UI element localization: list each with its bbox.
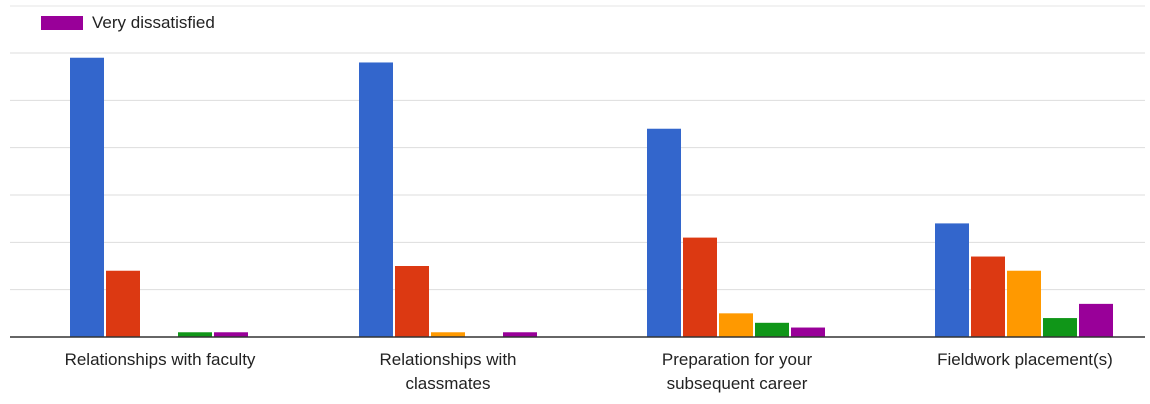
bar-series-3-category-2 <box>431 332 465 337</box>
bar-series-5-category-4 <box>1079 303 1113 337</box>
bar-series-4-category-3 <box>755 322 789 337</box>
gridlines <box>10 5 1145 291</box>
bar-series-1-category-2 <box>359 62 393 337</box>
category-label-line: Fieldwork placement(s) <box>937 350 1113 369</box>
bar-series-5-category-3 <box>791 327 825 337</box>
bar-series-1-category-4 <box>935 223 969 337</box>
bar-series-1-category-1 <box>70 57 104 337</box>
legend-label-very-dissatisfied: Very dissatisfied <box>92 13 215 32</box>
category-label-line: Relationships with faculty <box>64 350 256 369</box>
bar-series-4-category-1 <box>178 332 212 337</box>
bar-series-4-category-4 <box>1043 318 1077 337</box>
category-label-line: subsequent career <box>666 374 808 393</box>
bar-series-5-category-1 <box>214 332 248 337</box>
category-label-line: classmates <box>405 374 491 393</box>
bar-series-2-category-2 <box>395 266 429 337</box>
category-label-fieldwork: Fieldwork placement(s) <box>905 348 1145 372</box>
category-label-classmates: Relationships with classmates <box>328 348 568 396</box>
bar-series-3-category-3 <box>719 313 753 337</box>
bar-series-2-category-4 <box>971 256 1005 337</box>
bar-series-1-category-3 <box>647 128 681 337</box>
category-label-faculty: Relationships with faculty <box>40 348 280 372</box>
legend: Very dissatisfied <box>41 11 215 35</box>
category-label-line: Preparation for your <box>661 350 813 369</box>
bar-series-5-category-2 <box>503 332 537 337</box>
legend-swatch-very-dissatisfied <box>41 16 83 30</box>
bar-series-3-category-4 <box>1007 270 1041 337</box>
bars <box>70 57 1113 337</box>
bar-series-2-category-1 <box>106 270 140 337</box>
category-label-line: Relationships with <box>379 350 517 369</box>
bar-series-2-category-3 <box>683 237 717 337</box>
category-label-career: Preparation for your subsequent career <box>617 348 857 396</box>
